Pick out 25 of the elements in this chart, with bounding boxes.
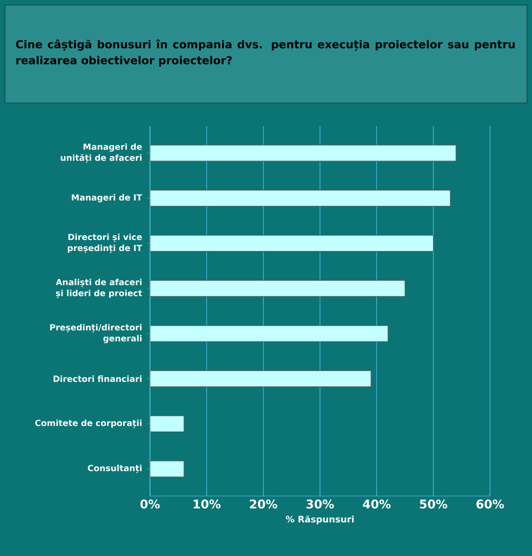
y-tick-label: Consultanți [88,464,142,474]
bar [150,144,456,162]
x-tick-label: 10% [194,500,221,509]
x-tick-label: 60% [476,500,504,509]
y-tick-label: Analiști de afaceri și lideri de proiect [56,278,142,298]
x-tick-label: 20% [250,500,278,509]
x-tick-label: 30% [306,500,334,509]
y-tick-label: Directori și vice președinți de IT [68,234,142,254]
bar [150,416,184,432]
y-tick-label: Comitete de corporații [35,420,142,428]
x-tick-label: 40% [362,500,391,509]
bar [150,370,372,387]
bar [150,190,451,206]
bar [150,325,388,342]
y-tick-label: Manageri de unități de afaceri [60,143,142,163]
bar [150,460,184,478]
x-axis-title: % Răspunsuri [286,515,354,524]
x-tick-label: 0% [140,500,160,509]
y-tick-label: Directori financiari [54,375,142,382]
bar [150,235,434,252]
y-tick-label: Președinți/directori generali [50,324,142,344]
chart-title: Cine câștigă bonusuri în compania dvs. pentru execuția proiectelor sau pentru realizarea obiectivelor proiectelor? [16,40,515,66]
y-tick-label: Manageri de IT [72,194,142,202]
x-tick-label: 50% [420,500,448,509]
bar [150,280,406,297]
